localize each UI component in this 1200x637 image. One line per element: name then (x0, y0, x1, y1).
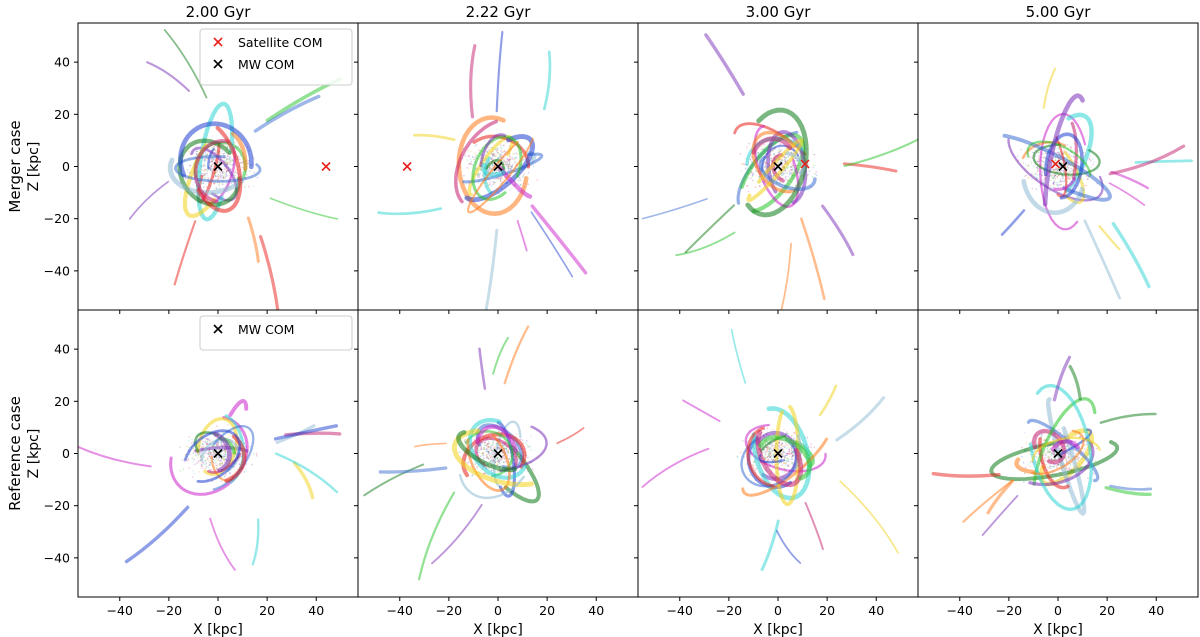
panel-r1-c0: −40 −20 0 20 40 −40 −20 0 20 40 X [kpc] (44, 309, 359, 637)
mw-com-marker (493, 161, 503, 172)
legend-entry-label: MW COM (238, 322, 294, 337)
x-tick-label: 40 (868, 603, 884, 618)
column-title: 2.22 Gyr (466, 3, 532, 21)
y-tick-label: 0 (62, 446, 70, 461)
x-tick-label: 0 (494, 603, 502, 618)
y-tick-label: 0 (62, 159, 70, 174)
x-axis-label: X [kpc] (473, 622, 523, 637)
satellite-com-marker (402, 161, 412, 172)
x-tick-label: −20 (156, 603, 182, 618)
x-tick-label: 40 (308, 603, 324, 618)
y-tick-label: −20 (44, 211, 70, 226)
mw-com-marker (1053, 448, 1063, 459)
legend-entry-label: MW COM (238, 57, 294, 72)
y-tick-label: −40 (44, 550, 70, 565)
x-tick-label: 20 (819, 603, 835, 618)
y-tick-label: −40 (44, 263, 70, 278)
y-axis-label: Z [kpc] (26, 429, 42, 479)
x-tick-label: −40 (387, 603, 413, 618)
panel-r0-c0: −40 −20 0 20 40 2.00 Gyr (44, 3, 359, 314)
x-tick-label: −40 (667, 603, 693, 618)
x-tick-label: −20 (716, 603, 742, 618)
panel-r0-c3: 5.00 Gyr (914, 3, 1199, 314)
column-title: 2.00 Gyr (186, 3, 252, 21)
panel-r1-c1: −40 −20 0 20 40 X [kpc] (354, 309, 639, 637)
column-title: 5.00 Gyr (1026, 3, 1092, 21)
row-label: Merger case (6, 120, 24, 212)
particle-cloud (641, 33, 918, 310)
panel-r1-c2: −40 −20 0 20 40 X [kpc] (634, 309, 919, 637)
x-tick-label: 40 (588, 603, 604, 618)
row-label: Reference case (6, 396, 24, 511)
mw-com-marker (773, 448, 783, 459)
mw-com-marker (213, 448, 223, 459)
particle-cloud (931, 355, 1157, 536)
particle-cloud (363, 325, 585, 581)
x-axis-label: X [kpc] (753, 622, 803, 637)
particle-cloud (128, 29, 343, 310)
mw-com-marker (493, 448, 503, 459)
mw-com-marker (213, 161, 223, 172)
legend-marker (213, 37, 223, 47)
particle-cloud (1000, 67, 1193, 300)
x-tick-label: 20 (1099, 603, 1115, 618)
x-tick-label: 40 (1148, 603, 1164, 618)
x-tick-label: −40 (947, 603, 973, 618)
y-tick-label: 20 (54, 107, 70, 122)
particle-cloud (377, 30, 588, 310)
legend-marker (213, 59, 223, 69)
y-tick-label: 20 (54, 394, 70, 409)
particle-cloud (641, 328, 899, 572)
x-axis-label: X [kpc] (193, 622, 243, 637)
satellite-com-marker (321, 161, 331, 172)
mw-com-marker (773, 161, 783, 172)
x-tick-label: 20 (259, 603, 275, 618)
particle-cloud (78, 399, 342, 571)
legend: MW COM (199, 315, 353, 351)
y-tick-label: −20 (44, 498, 70, 513)
legend: Satellite COM MW COM (199, 28, 353, 86)
panel-r0-c1: 2.22 Gyr (354, 3, 639, 314)
x-axis-label: X [kpc] (1033, 622, 1083, 637)
y-tick-label: 40 (54, 55, 70, 70)
satellite-com-marker (800, 159, 810, 169)
y-tick-label: 40 (54, 342, 70, 357)
legend-entry-label: Satellite COM (238, 35, 323, 50)
mw-com-marker (1058, 161, 1068, 172)
column-title: 3.00 Gyr (746, 3, 812, 21)
x-tick-label: 0 (214, 603, 222, 618)
x-tick-label: 0 (1054, 603, 1062, 618)
x-tick-label: 0 (774, 603, 782, 618)
y-axis-label: Z [kpc] (26, 142, 42, 192)
panel-r1-c3: −40 −20 0 20 40 X [kpc] (914, 309, 1199, 637)
legend-marker (213, 324, 223, 334)
satellite-com-marker (1050, 159, 1061, 169)
x-tick-label: −20 (996, 603, 1022, 618)
x-tick-label: 20 (539, 603, 555, 618)
x-tick-label: −40 (107, 603, 133, 618)
x-tick-label: −20 (436, 603, 462, 618)
